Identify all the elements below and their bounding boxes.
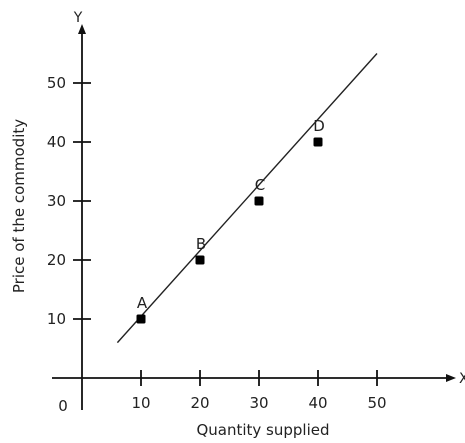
point-label-d: D — [313, 117, 325, 135]
x-tick-label: 40 — [308, 394, 327, 412]
data-points: A B C D — [136, 117, 325, 324]
y-tick-label: 20 — [47, 251, 66, 269]
y-axis-letter: Y — [73, 10, 83, 26]
y-tick-label: 50 — [47, 74, 66, 92]
x-tick-label: 20 — [190, 394, 209, 412]
y-axis-title: Price of the commodity — [10, 119, 28, 293]
x-tick-label: 30 — [249, 394, 268, 412]
supply-line — [116, 53, 378, 344]
x-axis-title: Quantity supplied — [196, 421, 329, 439]
y-ticks: 10 20 30 40 50 — [47, 74, 91, 328]
data-point-d — [313, 137, 323, 147]
data-point-c — [254, 196, 264, 206]
y-tick-label: 40 — [47, 133, 66, 151]
point-label-c: C — [255, 176, 265, 194]
x-ticks: 10 20 30 40 50 — [131, 370, 387, 412]
point-label-b: B — [196, 235, 206, 253]
x-axis-letter: X — [459, 371, 465, 387]
x-tick-label: 10 — [131, 394, 150, 412]
x-tick-label: 50 — [367, 394, 386, 412]
y-tick-label: 30 — [47, 192, 66, 210]
data-point-b — [195, 255, 205, 265]
y-axis-arrowhead — [78, 24, 86, 34]
x-axis-arrowhead — [446, 374, 456, 382]
y-tick-label: 10 — [47, 310, 66, 328]
origin-label: 0 — [58, 397, 68, 415]
data-point-a — [136, 314, 146, 324]
point-label-a: A — [137, 294, 148, 312]
